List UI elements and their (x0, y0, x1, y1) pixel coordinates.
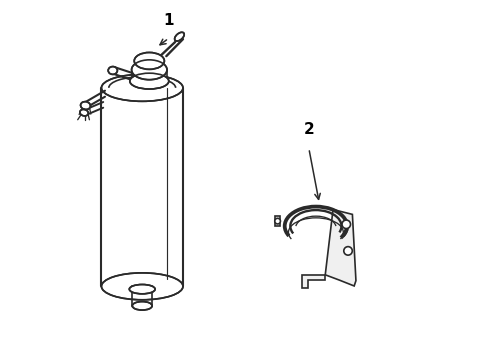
Ellipse shape (342, 220, 350, 229)
Ellipse shape (101, 75, 183, 101)
Text: 1: 1 (164, 13, 174, 28)
Ellipse shape (130, 73, 169, 89)
Ellipse shape (275, 218, 280, 224)
Ellipse shape (108, 67, 118, 75)
Ellipse shape (174, 32, 184, 41)
Ellipse shape (129, 284, 155, 294)
Polygon shape (275, 216, 280, 226)
Polygon shape (302, 275, 325, 288)
Ellipse shape (132, 302, 152, 310)
Ellipse shape (344, 247, 352, 255)
Ellipse shape (80, 109, 88, 116)
Ellipse shape (132, 60, 167, 80)
Polygon shape (325, 210, 356, 286)
Text: 2: 2 (303, 122, 314, 138)
Ellipse shape (80, 102, 91, 109)
Ellipse shape (134, 53, 164, 69)
Ellipse shape (101, 273, 183, 300)
